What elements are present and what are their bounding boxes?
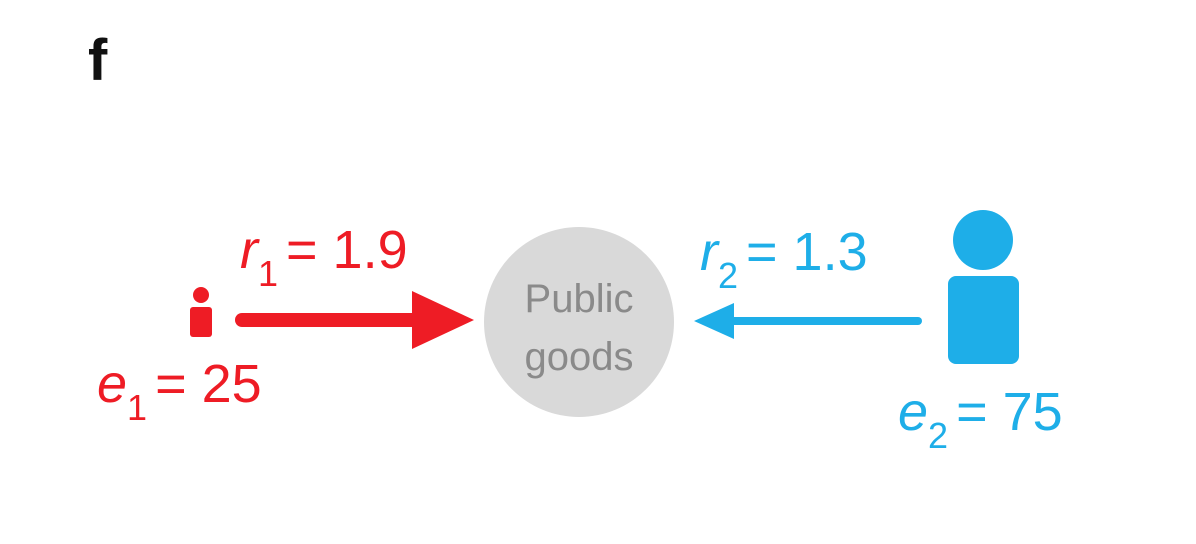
player2-rate-var: r	[700, 222, 720, 282]
public-goods-circle	[484, 227, 674, 417]
public-goods-node: Public goods	[484, 227, 674, 417]
player1-endowment-value: = 25	[155, 354, 262, 414]
panel-label: f	[88, 28, 108, 93]
player2-contribution-arrow	[694, 303, 922, 339]
public-goods-line2: goods	[525, 335, 634, 379]
player1-endowment-label: e1 = 25	[97, 354, 262, 428]
player1-contribution-arrow	[235, 291, 474, 349]
player1-body	[190, 307, 212, 337]
player1-rate-value: = 1.9	[286, 220, 408, 280]
player2-body	[948, 276, 1019, 364]
player1-rate-sub: 1	[258, 253, 278, 294]
player2-endowment-var: e	[898, 382, 928, 442]
player1-rate-label: r1 = 1.9	[240, 220, 408, 294]
player1-head	[193, 287, 209, 303]
player2-head	[953, 210, 1013, 270]
player2-rate-label: r2 = 1.3	[700, 222, 868, 296]
player1-rate-var: r	[240, 220, 260, 280]
player2-rate-sub: 2	[718, 255, 738, 296]
player2-endowment-value: = 75	[956, 382, 1063, 442]
player2-endowment-sub: 2	[928, 415, 948, 456]
player2-endowment-label: e2 = 75	[898, 382, 1063, 456]
player1-endowment-sub: 1	[127, 387, 147, 428]
player2-person-icon	[948, 210, 1019, 364]
player1-endowment-var: e	[97, 354, 127, 414]
player2-rate-value: = 1.3	[746, 222, 868, 282]
player1-person-icon	[190, 287, 212, 337]
public-goods-line1: Public	[525, 277, 634, 321]
